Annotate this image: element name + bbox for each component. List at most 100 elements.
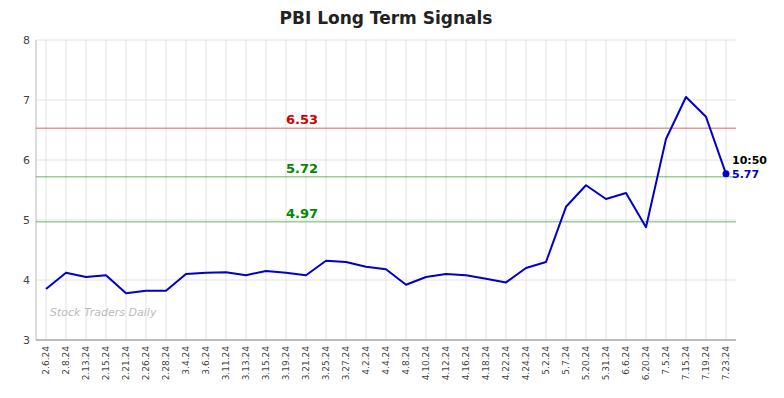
- x-grid-line: [466, 40, 467, 340]
- x-tick-label: 7.23.24: [721, 346, 731, 381]
- x-grid-line: [486, 40, 487, 340]
- x-grid-line: [446, 40, 447, 340]
- x-tick-label: 4.4.24: [381, 346, 391, 375]
- x-tick-label: 7.19.24: [701, 346, 711, 381]
- x-grid-line: [226, 40, 227, 340]
- y-tick-label: 5: [23, 214, 30, 227]
- y-grid-line: [36, 340, 736, 341]
- signal-line: [36, 221, 736, 223]
- x-tick-label: 5.2.24: [541, 346, 551, 375]
- y-tick-label: 8: [23, 34, 30, 47]
- chart: PBI Long Term Signals 3 4 5 6 7 8 2.6.24 2.8.24 2…: [0, 0, 784, 398]
- x-tick-label: 2.6.24: [41, 346, 51, 375]
- x-grid-line: [546, 40, 547, 340]
- x-tick-label: 4.8.24: [401, 346, 411, 375]
- x-tick-label: 4.12.24: [441, 346, 451, 381]
- x-tick-label: 3.19.24: [281, 346, 291, 381]
- x-tick-label: 2.15.24: [101, 346, 111, 381]
- x-grid-line: [666, 40, 667, 340]
- x-grid-line: [606, 40, 607, 340]
- annotation: 5.77: [732, 168, 759, 181]
- x-tick-label: 2.21.24: [121, 346, 131, 381]
- y-grid-line: [36, 40, 736, 41]
- x-tick-label: 7.5.24: [661, 346, 671, 375]
- x-grid-line: [526, 40, 527, 340]
- x-tick-label: 6.20.24: [641, 346, 651, 381]
- x-axis-line: [36, 340, 736, 341]
- x-tick-label: 3.15.24: [261, 346, 271, 381]
- x-tick-label: 4.2.24: [361, 346, 371, 375]
- x-tick-label: 2.8.24: [61, 346, 71, 375]
- x-grid-line: [426, 40, 427, 340]
- x-tick-label: 3.11.24: [221, 346, 231, 381]
- x-grid-line: [126, 40, 127, 340]
- x-grid-line: [66, 40, 67, 340]
- x-tick-label: 2.13.24: [81, 346, 91, 381]
- x-tick-label: 2.28.24: [161, 346, 171, 381]
- x-tick-label: 4.10.24: [421, 346, 431, 381]
- plot-area: [36, 97, 736, 293]
- grid: [36, 40, 736, 340]
- x-grid-line: [386, 40, 387, 340]
- labels: 6.53 5.72 4.97 10:505.77: [286, 112, 767, 221]
- x-grid-line: [46, 40, 47, 340]
- x-tick-label: 4.24.24: [521, 346, 531, 381]
- y-tick-label: 3: [23, 334, 30, 347]
- x-tick-label: 3.21.24: [301, 346, 311, 381]
- y-grid-line: [36, 280, 736, 281]
- x-grid-line: [706, 40, 707, 340]
- x-tick-label: 6.6.24: [621, 346, 631, 375]
- x-tick-label: 3.4.24: [181, 346, 191, 375]
- annotation: 10:50: [732, 154, 767, 167]
- x-tick-label: 3.27.24: [341, 346, 351, 381]
- x-tick-label: 5.31.24: [601, 346, 611, 381]
- x-grid-line: [366, 40, 367, 340]
- x-tick-label: 4.18.24: [481, 346, 491, 381]
- signal-label: 5.72: [286, 161, 318, 176]
- last-point: [723, 170, 730, 177]
- x-grid-line: [266, 40, 267, 340]
- x-grid-line: [586, 40, 587, 340]
- x-grid-line: [206, 40, 207, 340]
- x-grid-line: [506, 40, 507, 340]
- signal-line: [36, 127, 736, 129]
- y-grid-line: [36, 160, 736, 161]
- x-grid-line: [346, 40, 347, 340]
- signal-line: [36, 176, 736, 178]
- x-tick-label: 3.13.24: [241, 346, 251, 381]
- x-tick-label: 3.25.24: [321, 346, 331, 381]
- x-grid-line: [726, 40, 727, 340]
- x-grid-line: [106, 40, 107, 340]
- x-tick-label: 5.7.24: [561, 346, 571, 375]
- watermark: Stock Traders Daily: [50, 306, 157, 319]
- x-grid-line: [166, 40, 167, 340]
- x-tick-label: 7.15.24: [681, 346, 691, 381]
- title: PBI Long Term Signals: [279, 8, 492, 28]
- signal-label: 6.53: [286, 112, 318, 127]
- price-line: [46, 97, 726, 293]
- y-axis-line: [36, 40, 37, 340]
- x-tick-label: 4.16.24: [461, 346, 471, 381]
- x-grid-line: [326, 40, 327, 340]
- x-grid-line: [646, 40, 647, 340]
- x-grid-line: [86, 40, 87, 340]
- x-grid-line: [626, 40, 627, 340]
- signal-label: 4.97: [286, 206, 318, 221]
- x-grid-line: [686, 40, 687, 340]
- y-tick-label: 7: [23, 94, 30, 107]
- x-tick-label: 2.26.24: [141, 346, 151, 381]
- y-grid-line: [36, 220, 736, 221]
- y-grid-line: [36, 100, 736, 101]
- x-grid-line: [406, 40, 407, 340]
- x-tick-label: 4.22.24: [501, 346, 511, 381]
- x-tick-label: 5.20.24: [581, 346, 591, 381]
- x-grid-line: [286, 40, 287, 340]
- x-tick-label: 3.6.24: [201, 346, 211, 375]
- x-grid-line: [566, 40, 567, 340]
- x-grid-line: [246, 40, 247, 340]
- y-tick-label: 6: [23, 154, 30, 167]
- y-tick-label: 4: [23, 274, 30, 287]
- x-grid-line: [306, 40, 307, 340]
- x-grid-line: [186, 40, 187, 340]
- x-grid-line: [146, 40, 147, 340]
